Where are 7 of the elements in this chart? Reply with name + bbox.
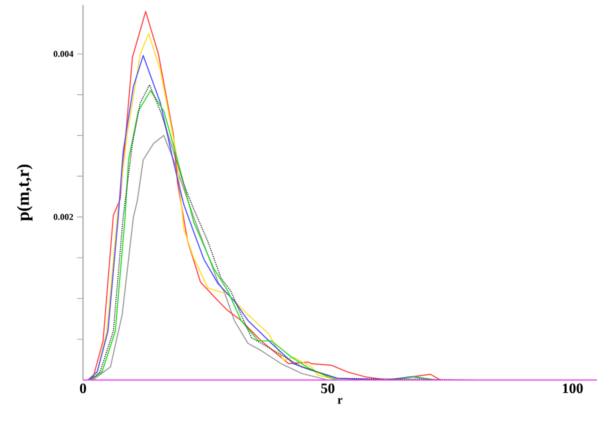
y-tick-label: 0.002 <box>54 214 74 220</box>
y-axis-title: p(m,t,r) <box>16 164 32 221</box>
x-tick-label: 0 <box>80 384 86 394</box>
x-axis-title: r <box>338 398 342 404</box>
x-tick-label: 50 <box>321 384 334 394</box>
x-tick-label: 100 <box>562 384 583 394</box>
y-tick-label: 0.004 <box>54 50 74 57</box>
